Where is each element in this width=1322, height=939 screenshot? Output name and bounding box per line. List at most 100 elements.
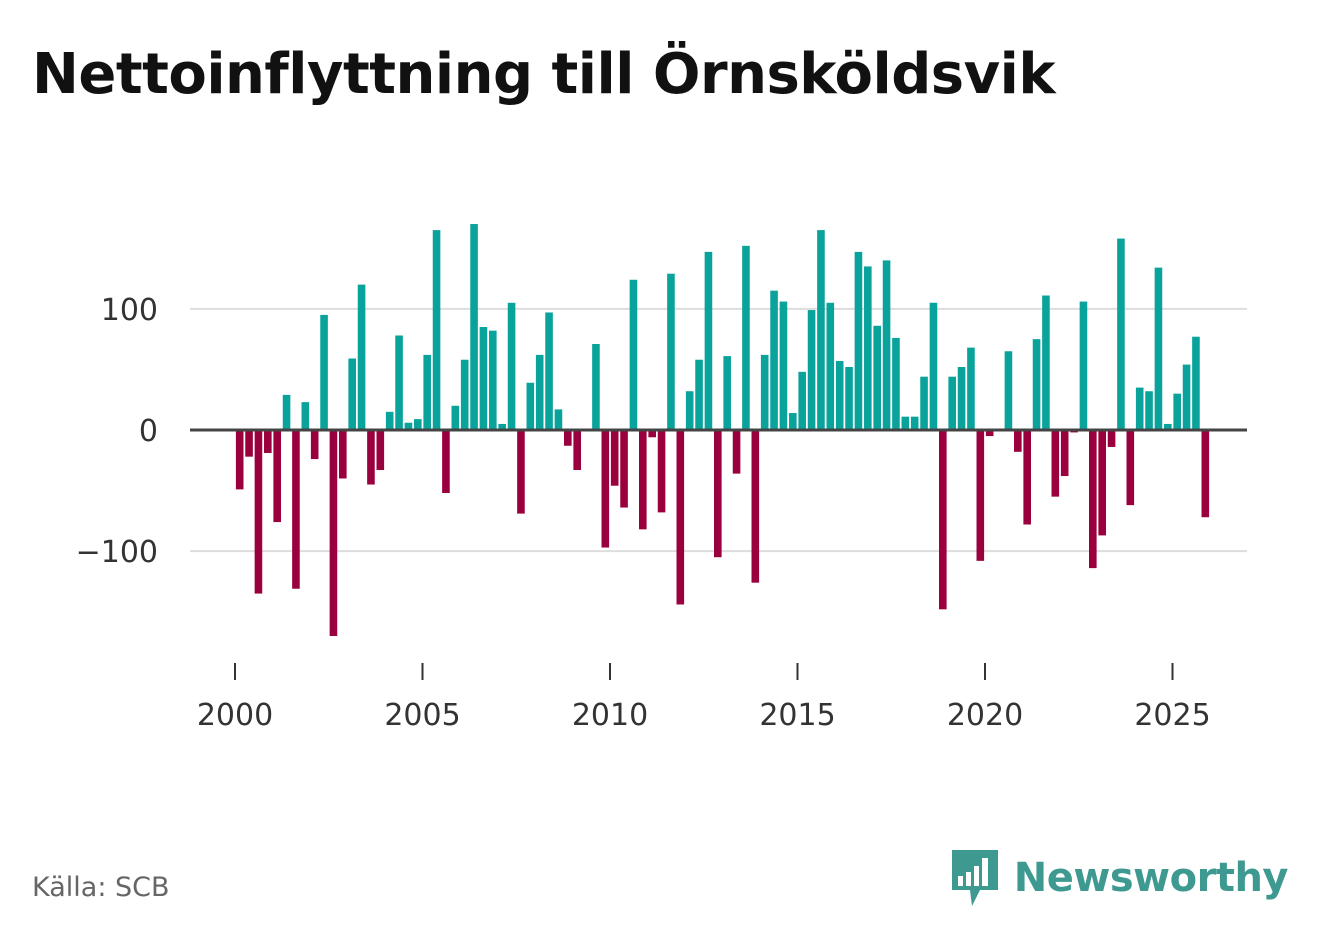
bar-negative [1107, 430, 1116, 447]
bar-negative [657, 430, 666, 513]
bar-positive [554, 409, 563, 430]
bar-negative [329, 430, 338, 636]
bar-negative [235, 430, 244, 490]
bar-positive [1173, 393, 1181, 430]
bar-positive [742, 245, 750, 430]
bar-positive [826, 302, 835, 430]
bar-positive [1079, 301, 1088, 430]
y-tick-label: 100 [101, 293, 158, 328]
axes: −100 0 100 2000 2005 2010 2015 2020 2025 [76, 293, 1247, 733]
bar-positive [1145, 391, 1153, 430]
bar-negative [442, 430, 450, 493]
bar-negative [292, 430, 300, 589]
bar-positive [910, 416, 919, 430]
bar-positive [1192, 336, 1200, 430]
bar-positive [789, 413, 797, 430]
bar-positive [1154, 267, 1163, 430]
bar-positive [948, 376, 956, 430]
bar-negative [264, 430, 272, 454]
bar-negative [254, 430, 263, 594]
bar-negative [676, 430, 685, 605]
bar-positive [1004, 351, 1013, 430]
bar-negative [564, 430, 572, 446]
bar-positive [1032, 339, 1041, 430]
bar-positive [404, 422, 413, 430]
bar-positive [507, 302, 516, 430]
bar-positive [901, 416, 910, 430]
bar-positive [770, 290, 778, 430]
y-tick-label: 0 [139, 414, 158, 449]
bar-positive [685, 391, 694, 430]
bar-positive [1164, 423, 1172, 430]
bar-positive [395, 335, 403, 430]
bar-negative [1014, 430, 1022, 452]
bar-positive [704, 251, 713, 430]
bar-negative [339, 430, 347, 479]
newsworthy-logo-icon [951, 850, 998, 906]
bar-positive [1042, 295, 1050, 430]
x-tick-label: 2005 [384, 698, 460, 733]
bar-negative [985, 430, 994, 437]
x-tick-label: 2000 [197, 698, 273, 733]
bar-positive [348, 358, 356, 430]
bar-positive [385, 411, 394, 430]
bar-negative [939, 430, 947, 610]
bar-negative [1098, 430, 1106, 536]
bar-positive [357, 284, 366, 430]
bar-positive [1117, 238, 1125, 430]
bar-positive [882, 260, 891, 430]
bar-positive [282, 394, 291, 430]
bar-positive [1135, 387, 1144, 430]
bar-positive [451, 405, 460, 430]
bar-positive [817, 230, 825, 430]
bar-negative [1201, 430, 1210, 518]
bar-positive [845, 367, 853, 430]
bar-positive [414, 419, 422, 430]
bar-negative [310, 430, 319, 460]
bar-positive [835, 360, 844, 430]
bar-positive [526, 382, 535, 430]
bar-positive [760, 354, 769, 430]
bar-positive [592, 343, 600, 430]
bar-positive [807, 310, 816, 430]
bar-negative [517, 430, 525, 514]
bar-positive [864, 266, 872, 430]
bar-positive [479, 327, 488, 430]
chart-title: Nettoinflyttning till Örnsköldsvik [32, 42, 1056, 107]
bar-negative [1051, 430, 1060, 497]
bar-positive [320, 314, 328, 430]
bar-positive [854, 251, 863, 430]
bar-negative [1089, 430, 1097, 569]
bar-series [235, 224, 1210, 636]
bar-positive [470, 224, 478, 430]
bar-positive [423, 354, 431, 430]
x-tick-label: 2020 [947, 698, 1023, 733]
bar-positive [873, 325, 881, 430]
bar-positive [695, 359, 703, 430]
bar-negative [976, 430, 985, 561]
bar-positive [892, 337, 900, 430]
bar-positive [1182, 364, 1191, 430]
bar-negative [732, 430, 741, 474]
bar-positive [667, 273, 675, 430]
x-tick-label: 2010 [572, 698, 648, 733]
bar-negative [1023, 430, 1031, 525]
brand-name: Newsworthy [1013, 855, 1289, 901]
bar-negative [376, 430, 385, 470]
bar-positive [723, 356, 731, 430]
bar-positive [301, 402, 310, 430]
bar-negative [714, 430, 722, 558]
x-tick-label: 2015 [759, 698, 835, 733]
bar-negative [367, 430, 375, 485]
bar-positive [779, 301, 788, 430]
bar-positive [967, 347, 975, 430]
bar-positive [432, 230, 441, 430]
bar-negative [1126, 430, 1135, 506]
source-note: Källa: SCB [32, 872, 170, 903]
bar-positive [489, 330, 497, 430]
bar-negative [610, 430, 619, 486]
bar-positive [545, 312, 553, 430]
bar-positive [957, 367, 966, 430]
bar-negative [620, 430, 628, 508]
bar-positive [535, 354, 544, 430]
